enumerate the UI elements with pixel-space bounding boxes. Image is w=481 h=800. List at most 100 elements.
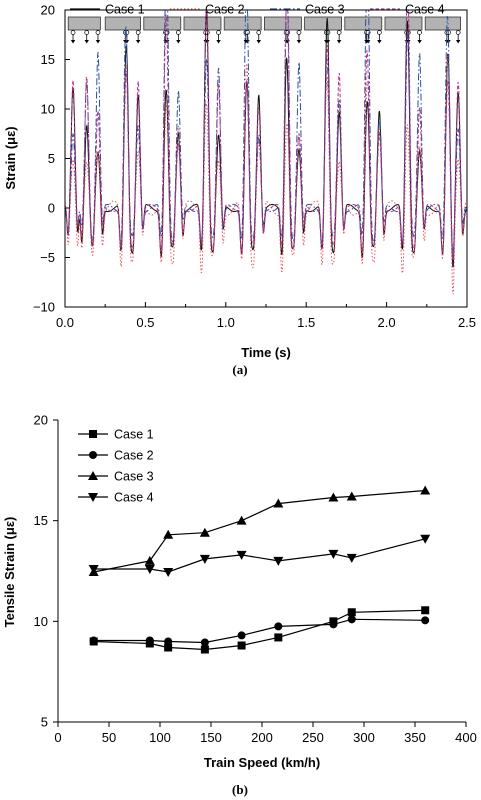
y-tick-label-a: 10 bbox=[41, 102, 55, 117]
train-car bbox=[304, 16, 342, 31]
train-car bbox=[384, 16, 423, 31]
x-tick-label-b: 150 bbox=[200, 730, 222, 745]
wheel-icon bbox=[216, 30, 221, 35]
wheel-icon bbox=[455, 30, 461, 35]
data-point-case-3 bbox=[199, 527, 210, 537]
y-axis-label-a: Strain (με) bbox=[3, 126, 18, 189]
y-ticks-b: 5 10 15 20 bbox=[34, 413, 58, 730]
x-tick-label-a: 1.0 bbox=[217, 315, 235, 330]
train-car bbox=[143, 16, 182, 31]
data-point-case-4 bbox=[199, 554, 210, 564]
legend-label-b: Case 1 bbox=[114, 428, 154, 442]
y-tick-label-b: 15 bbox=[34, 513, 48, 528]
data-point-case-4 bbox=[88, 564, 99, 574]
wheel-icon bbox=[256, 30, 262, 35]
y-tick-label-b: 20 bbox=[34, 413, 48, 428]
legend-marker-b bbox=[89, 451, 97, 459]
chart-a: Case 1 Case 2 Case 3 Case 4 0.0 0.5 1.0 1.5 2.0… bbox=[3, 3, 476, 378]
series-line-case-4 bbox=[64, 9, 468, 262]
data-point-case-2 bbox=[347, 615, 356, 624]
data-point-case-4 bbox=[236, 550, 247, 560]
data-point-case-2 bbox=[237, 631, 246, 640]
data-point-case-3 bbox=[328, 492, 339, 502]
panel-label-a: (a) bbox=[232, 362, 247, 377]
legend-marker-b bbox=[88, 471, 98, 480]
load-arrow-icon bbox=[95, 40, 101, 44]
wheel-icon bbox=[176, 30, 181, 35]
data-point-case-4 bbox=[328, 549, 339, 559]
legend-label-b: Case 3 bbox=[114, 470, 154, 484]
data-point-case-3 bbox=[163, 529, 174, 539]
load-arrow-icon bbox=[455, 40, 461, 44]
y-tick-label-a: −5 bbox=[40, 250, 55, 265]
data-point-case-2 bbox=[164, 637, 173, 646]
load-arrow-icon bbox=[377, 40, 382, 44]
legend-marker-b bbox=[89, 430, 97, 438]
train-car bbox=[104, 16, 141, 31]
x-ticks-a: 0.0 0.5 1.0 1.5 2.0 2.5 bbox=[56, 302, 476, 330]
train-car bbox=[67, 16, 101, 31]
x-tick-label-b: 350 bbox=[404, 730, 426, 745]
y-ticks-a: −10 −5 0 5 10 15 20 bbox=[33, 3, 70, 315]
load-arrow-icon bbox=[70, 40, 76, 44]
x-ticks-b: 0 50 100 150 200 250 300 350 400 bbox=[54, 722, 477, 745]
load-arrow-icon bbox=[296, 40, 302, 44]
train-car bbox=[263, 16, 302, 31]
y-tick-label-a: 15 bbox=[41, 52, 55, 67]
x-tick-label-b: 100 bbox=[149, 730, 171, 745]
load-arrow-icon bbox=[365, 40, 371, 44]
train-car bbox=[223, 16, 262, 31]
y-tick-label-b: 5 bbox=[41, 715, 48, 730]
data-point-case-1 bbox=[421, 606, 430, 615]
data-point-case-2 bbox=[329, 620, 338, 629]
data-point-case-4 bbox=[163, 568, 174, 578]
train-car bbox=[424, 16, 461, 31]
load-arrow-icon bbox=[124, 40, 130, 44]
legend-label-b: Case 2 bbox=[114, 449, 154, 463]
x-tick-label-b: 200 bbox=[251, 730, 273, 745]
data-point-case-2 bbox=[89, 636, 98, 645]
load-arrow-icon bbox=[135, 40, 141, 44]
load-arrow-icon bbox=[216, 40, 221, 44]
data-point-case-1 bbox=[237, 641, 246, 650]
data-point-case-4 bbox=[273, 556, 284, 566]
data-point-case-3 bbox=[346, 491, 357, 501]
wheel-icon bbox=[70, 30, 76, 35]
load-arrow-icon bbox=[256, 40, 261, 44]
train-diagram bbox=[67, 16, 461, 44]
legend-marker-b bbox=[88, 493, 98, 502]
legend-b: Case 1 Case 2 Case 3 Case 4 bbox=[78, 428, 154, 505]
load-arrow-icon bbox=[245, 40, 250, 44]
y-tick-label-b: 10 bbox=[34, 614, 48, 629]
x-tick-label-a: 0.5 bbox=[136, 315, 154, 330]
x-axis-label-b: Train Speed (km/h) bbox=[204, 755, 320, 770]
x-tick-label-a: 1.5 bbox=[297, 315, 315, 330]
y-tick-label-a: 0 bbox=[48, 201, 55, 216]
x-tick-label-b: 250 bbox=[302, 730, 324, 745]
data-point-case-3 bbox=[236, 515, 247, 525]
load-arrow-icon bbox=[417, 40, 422, 44]
x-tick-label-a: 2.5 bbox=[458, 315, 476, 330]
y-axis-label-b: Tensile Strain (με) bbox=[2, 517, 17, 628]
data-point-case-1 bbox=[347, 608, 356, 617]
data-point-case-2 bbox=[274, 622, 283, 631]
series-line-case-2 bbox=[93, 618, 426, 644]
series-line-case-1 bbox=[93, 609, 426, 651]
data-point-case-3 bbox=[273, 498, 284, 508]
load-arrow-icon bbox=[285, 40, 290, 44]
wheel-icon bbox=[417, 30, 422, 35]
series-line-case-4 bbox=[93, 538, 426, 573]
data-point-case-3 bbox=[420, 485, 431, 495]
data-point-case-2 bbox=[145, 636, 154, 645]
wheel-icon bbox=[84, 30, 90, 35]
legend-label-b: Case 4 bbox=[114, 491, 154, 505]
data-point-case-4 bbox=[420, 534, 431, 544]
y-tick-label-a: 20 bbox=[41, 3, 55, 18]
x-axis-label-a: Time (s) bbox=[241, 345, 291, 360]
data-point-case-2 bbox=[200, 638, 209, 647]
data-point-case-4 bbox=[346, 553, 357, 563]
y-tick-label-a: 5 bbox=[48, 151, 55, 166]
train-car bbox=[183, 16, 222, 31]
x-tick-label-a: 0.0 bbox=[56, 315, 74, 330]
